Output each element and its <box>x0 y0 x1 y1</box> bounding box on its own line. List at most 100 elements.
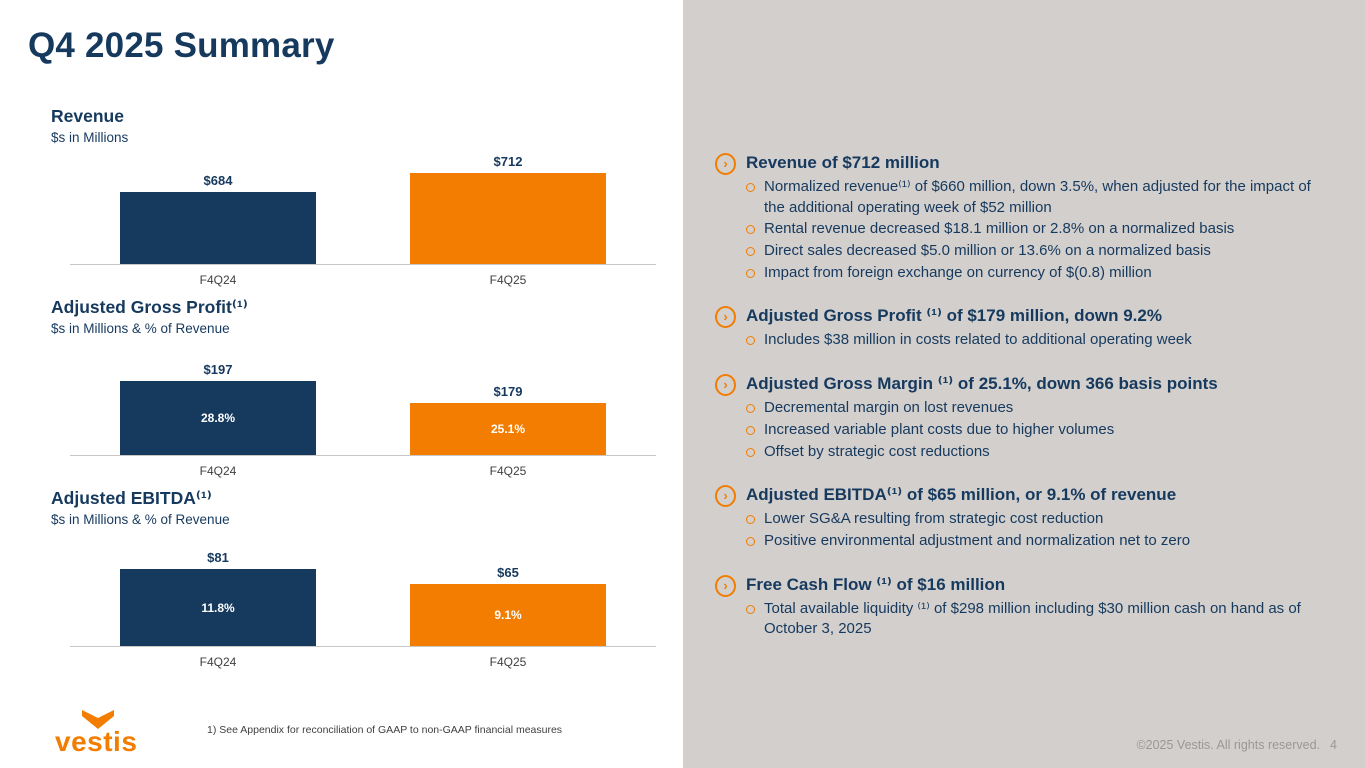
bar-inner-label: 25.1% <box>490 422 526 436</box>
bar-value-label: $684 <box>203 173 233 188</box>
gross-profit-chart-title: Adjusted Gross Profit⁽¹⁾ <box>51 297 248 317</box>
bullet-heading: Free Cash Flow ⁽¹⁾ of $16 million <box>746 574 1006 594</box>
sub-bullet-text: Includes $38 million in costs related to… <box>764 331 1192 349</box>
bullet-heading: Revenue of $712 million <box>746 153 940 172</box>
ebitda-bar-chart: $81 11.8% F4Q24 $65 9.1% F4Q25 <box>70 531 656 669</box>
revenue-bar-chart: $684 F4Q24 $712 F4Q25 <box>70 149 656 287</box>
bar-value-label: $179 <box>493 384 523 399</box>
sub-bullet-text: Direct sales decreased $5.0 million or 1… <box>764 242 1211 260</box>
sub-bullet: Decremental margin on lost revenues <box>746 398 1335 419</box>
circle-marker-icon <box>746 268 755 278</box>
gross-profit-chart-section: Adjusted Gross Profit⁽¹⁾ $s in Millions … <box>51 297 683 478</box>
circle-marker-icon <box>746 404 755 414</box>
sub-bullet-text: Rental revenue decreased $18.1 million o… <box>764 220 1235 238</box>
category-label: F4Q25 <box>489 464 527 478</box>
sub-bullet: Includes $38 million in costs related to… <box>746 330 1335 351</box>
circle-marker-icon <box>746 225 755 235</box>
bar-value-label: $81 <box>207 550 229 565</box>
revenue-chart-title: Revenue <box>51 106 124 126</box>
bullet-heading-row: › Adjusted Gross Margin ⁽¹⁾ of 25.1%, dow… <box>715 373 1335 397</box>
vestis-logo-text: vestis <box>55 726 138 757</box>
bar-inner-label: 9.1% <box>494 608 522 622</box>
copyright: ©2025 Vestis. All rights reserved. 4 <box>1136 738 1337 752</box>
sub-bullet: Lower SG&A resulting from strategic cost… <box>746 509 1335 530</box>
sub-bullet-text: Impact from foreign exchange on currency… <box>764 263 1152 281</box>
sub-bullet: Increased variable plant costs due to hi… <box>746 420 1335 441</box>
ebitda-chart-title: Adjusted EBITDA⁽¹⁾ <box>51 488 212 508</box>
footnote: 1) See Appendix for reconciliation of GA… <box>207 724 563 736</box>
circle-marker-icon <box>746 183 755 192</box>
summary-panel: › Revenue of $712 million Normalized reven… <box>683 0 1365 768</box>
sub-bullet: Direct sales decreased $5.0 million or 1… <box>746 241 1335 262</box>
sub-bullet: Positive environmental adjustment and no… <box>746 531 1335 552</box>
bullet-list: › Revenue of $712 million Normalized reven… <box>715 152 1335 640</box>
bar <box>410 173 606 264</box>
category-label: F4Q24 <box>199 273 237 287</box>
axis-line <box>70 455 656 456</box>
sub-bullet-text: Decremental margin on lost revenues <box>764 399 1014 417</box>
circle-marker-icon <box>746 536 755 546</box>
circle-marker-icon <box>746 425 755 435</box>
vestis-logo: vestis <box>55 709 137 756</box>
gross-profit-chart-subtitle: $s in Millions & % of Revenue <box>51 321 230 336</box>
bar-value-label: $65 <box>497 565 519 580</box>
bullet-heading-row: › Adjusted Gross Profit ⁽¹⁾ of $179 milli… <box>715 305 1335 329</box>
category-label: F4Q25 <box>489 273 527 287</box>
bar-value-label: $197 <box>203 362 233 377</box>
axis-line <box>70 646 656 647</box>
sub-bullet: Rental revenue decreased $18.1 million o… <box>746 219 1335 240</box>
sub-bullet: Normalized revenue⁽¹⁾ of $660 million, d… <box>746 177 1335 218</box>
circle-marker-icon <box>746 604 755 614</box>
circle-marker-icon <box>746 247 755 257</box>
bar: 9.1% <box>410 584 606 646</box>
circle-marker-icon <box>746 447 755 457</box>
sub-bullet-text: Total available liquidity ⁽¹⁾ of $298 mi… <box>764 599 1301 638</box>
bar: 11.8% <box>120 569 316 646</box>
category-label: F4Q24 <box>199 655 237 669</box>
sub-bullet: Total available liquidity ⁽¹⁾ of $298 mi… <box>746 599 1335 640</box>
bullet-heading: Adjusted EBITDA⁽¹⁾ of $65 million, or 9.… <box>746 485 1177 505</box>
sub-bullet: Offset by strategic cost reductions <box>746 442 1335 463</box>
bullet-heading-row: › Adjusted EBITDA⁽¹⁾ of $65 million, or 9… <box>715 484 1335 508</box>
sub-bullet-text: Increased variable plant costs due to hi… <box>764 420 1115 438</box>
circle-marker-icon <box>746 515 755 525</box>
chevron-circle-icon: › <box>715 485 736 508</box>
bullet-heading-row: › Free Cash Flow ⁽¹⁾ of $16 million <box>715 574 1335 597</box>
sub-bullet: Impact from foreign exchange on currency… <box>746 263 1335 284</box>
vestis-logo-mark <box>82 710 114 729</box>
bullet-heading: Adjusted Gross Margin ⁽¹⁾ of 25.1%, down… <box>746 374 1218 394</box>
page-title: Q4 2025 Summary <box>28 26 335 65</box>
bar: 28.8% <box>120 381 316 455</box>
bar <box>120 192 316 264</box>
charts-panel: Q4 2025 Summary Revenue $s in Millions $… <box>28 26 683 756</box>
bullet-group: › Adjusted Gross Margin ⁽¹⁾ of 25.1%, dow… <box>715 373 1335 462</box>
bullet-group: › Adjusted EBITDA⁽¹⁾ of $65 million, or 9… <box>715 484 1335 551</box>
axis-line <box>70 264 656 265</box>
revenue-chart-section: Revenue $s in Millions $684 F4Q24 $712 F4Q2… <box>51 106 683 287</box>
bar-inner-label: 11.8% <box>201 600 235 615</box>
bullet-group: › Adjusted Gross Profit ⁽¹⁾ of $179 milli… <box>715 305 1335 351</box>
sub-bullet-text: Lower SG&A resulting from strategic cost… <box>764 510 1104 528</box>
bullet-group: › Free Cash Flow ⁽¹⁾ of $16 million Total … <box>715 574 1335 640</box>
chevron-circle-icon: › <box>715 374 736 397</box>
bar-inner-label: 28.8% <box>200 411 236 425</box>
ebitda-chart-subtitle: $s in Millions & % of Revenue <box>51 512 230 527</box>
bar: 25.1% <box>410 403 606 455</box>
bullet-heading: Adjusted Gross Profit ⁽¹⁾ of $179 millio… <box>746 306 1162 326</box>
gross-profit-bar-chart: $197 28.8% F4Q24 $179 25.1% F4Q25 <box>70 340 656 478</box>
revenue-chart-subtitle: $s in Millions <box>51 130 129 145</box>
chevron-circle-icon: › <box>715 306 736 329</box>
bullet-heading-row: › Revenue of $712 million <box>715 152 1335 175</box>
circle-marker-icon <box>746 336 755 346</box>
category-label: F4Q24 <box>199 464 237 478</box>
category-label: F4Q25 <box>489 655 527 669</box>
bar-value-label: $712 <box>493 154 523 169</box>
sub-bullet-text: Positive environmental adjustment and no… <box>764 531 1191 549</box>
sub-bullet-text: Normalized revenue⁽¹⁾ of $660 million, d… <box>764 178 1311 216</box>
page-number: 4 <box>1330 738 1337 752</box>
sub-bullet-text: Offset by strategic cost reductions <box>764 442 990 460</box>
chevron-circle-icon: › <box>715 574 736 597</box>
chevron-circle-icon: › <box>715 153 736 175</box>
copyright-text: ©2025 Vestis. All rights reserved. <box>1136 738 1321 752</box>
